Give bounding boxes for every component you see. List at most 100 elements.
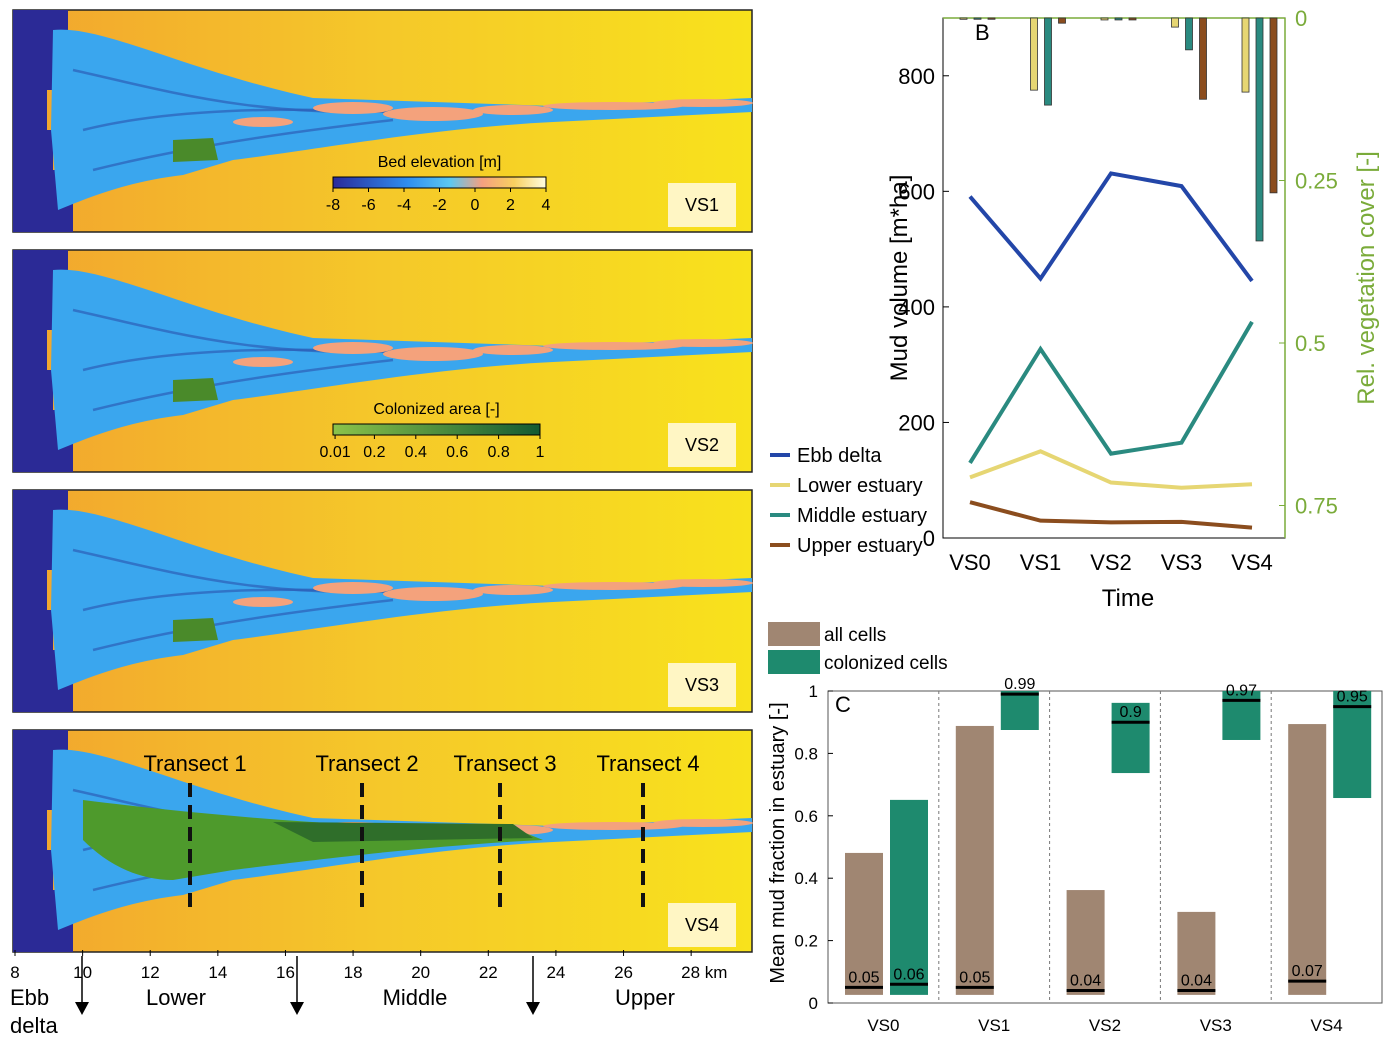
zone-arrow-head (290, 1002, 304, 1015)
colorbar-tick-label: -6 (361, 197, 375, 214)
x-tick-label: 18 (344, 963, 363, 982)
series-line (969, 500, 1253, 530)
x-tick-label: 8 (10, 963, 19, 982)
map-bar (233, 357, 293, 367)
zone-label-box: Middle (383, 985, 448, 1010)
zone-label: Upper (615, 985, 675, 1010)
median-label: 0.97 (1226, 682, 1257, 699)
x-tick-label: VS4 (1311, 1016, 1343, 1035)
median-label: 0.95 (1337, 689, 1368, 706)
zone-label-box: Ebb delta (10, 985, 58, 1038)
map-panel: VS2 (12, 249, 753, 473)
map-bar (473, 585, 553, 595)
x-tick-label: VS1 (1020, 550, 1062, 575)
x-tick-label: 14 (208, 963, 227, 982)
cover-bar (1255, 17, 1264, 242)
colorbar-tick-label: 0 (471, 197, 480, 214)
y-tick-label: 0 (809, 994, 818, 1013)
median-label: 0.04 (1181, 973, 1212, 990)
y-tick-label: 0 (923, 526, 935, 551)
legend-label: Lower estuary (797, 475, 923, 497)
range-bar (890, 799, 928, 995)
cover-bar (959, 17, 968, 20)
map-label-box (668, 903, 736, 947)
colorbar-tick-label: 4 (542, 197, 551, 214)
median-label: 0.05 (848, 969, 879, 986)
colorbar (332, 176, 547, 189)
cover-bar (987, 17, 996, 20)
map-stripe (92, 598, 394, 652)
y2-tick-label: 0.5 (1295, 331, 1326, 356)
range-bar (1288, 724, 1327, 995)
map-vegetation-dark (273, 822, 533, 842)
map-label-box (668, 663, 736, 707)
cover-bar (1030, 17, 1038, 91)
map-channel (51, 509, 752, 690)
y-axis-title: Mean mud fraction in estuary [-] (767, 702, 789, 983)
zone-arrow-head (526, 1002, 540, 1015)
colorbar-tick-label: -2 (432, 197, 446, 214)
legend-swatch (768, 622, 820, 646)
colorbar (332, 423, 541, 436)
transect-label: Transect 4 (596, 751, 699, 776)
median-label: 0.04 (1070, 973, 1101, 990)
map-bar (313, 102, 393, 114)
cover-bar (973, 17, 982, 20)
map-bar (383, 587, 483, 601)
series-line (968, 171, 1254, 283)
map-bar (653, 339, 753, 347)
map-bar (653, 99, 753, 107)
median-label: 0.05 (959, 969, 990, 986)
y-tick-label: 1 (809, 682, 818, 701)
zone-label: Lower (146, 985, 206, 1010)
legend-label: Upper estuary (797, 535, 923, 557)
map-panel: VS4 (12, 729, 753, 953)
series-line (969, 449, 1253, 490)
range-bar (1000, 691, 1039, 730)
map-stripe (92, 118, 394, 172)
map-bar (313, 582, 393, 594)
map-bar (543, 102, 683, 110)
zone-label-box: Upper (615, 985, 675, 1010)
colorbar-tick-label: 2 (506, 197, 515, 214)
y2-tick-label: 0 (1295, 6, 1307, 31)
y2-tick-label: 0.25 (1295, 169, 1338, 194)
y-tick-label: 800 (898, 64, 935, 89)
map-bar (543, 342, 683, 350)
range-bar (955, 725, 994, 995)
map-bar (383, 347, 483, 361)
colorbar-tick-label: 0.4 (405, 444, 427, 461)
cover-bar (1185, 17, 1193, 51)
legend-label: all cells (824, 625, 886, 646)
x-tick-label: 22 (479, 963, 498, 982)
x-tick-label: VS0 (949, 550, 991, 575)
y-tick-label: 600 (898, 179, 935, 204)
panel-label: B (975, 20, 990, 45)
plot-area (942, 17, 1286, 539)
map-channel (51, 269, 752, 450)
range-bar (1111, 702, 1150, 774)
zone-arrow-head (75, 1002, 89, 1015)
x-tick-label: VS1 (978, 1016, 1010, 1035)
panel-label: C (835, 692, 851, 717)
colorbar-tick-label: -4 (397, 197, 411, 214)
map-bar (473, 105, 553, 115)
series-line (968, 320, 1254, 464)
x-tick-label: VS4 (1231, 550, 1273, 575)
map-stripe (92, 358, 394, 412)
legend-swatch (768, 650, 820, 674)
map-label: VS3 (685, 675, 719, 695)
cover-bar (1044, 17, 1052, 106)
x-axis-title: Time (1102, 585, 1154, 612)
x-tick-label: VS2 (1089, 1016, 1121, 1035)
map-panel: VS3 (12, 489, 753, 713)
map-panel: VS1 (12, 9, 753, 233)
map-label-box (668, 183, 736, 227)
colorbar-tick-label: 1 (536, 444, 545, 461)
plot-area (827, 690, 1383, 1004)
median-label: 0.99 (1004, 676, 1035, 693)
x-tick-label: 16 (276, 963, 295, 982)
map-bar (233, 597, 293, 607)
zone-label-box: Lower (146, 985, 206, 1010)
x-tick-label: VS2 (1090, 550, 1132, 575)
